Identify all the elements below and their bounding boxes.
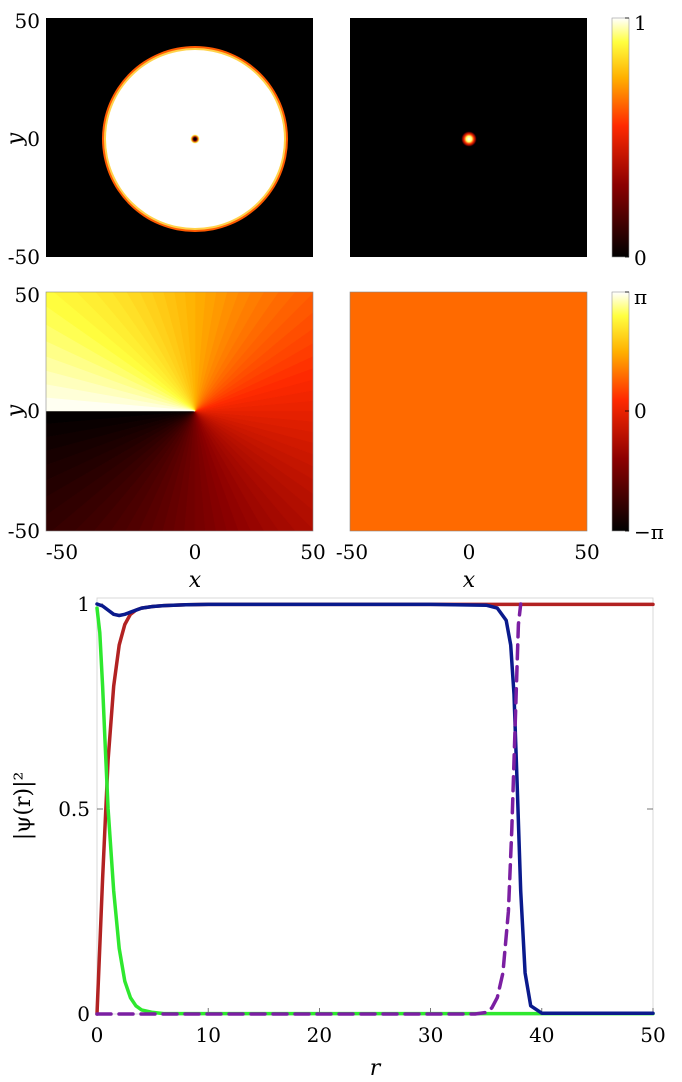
row2-ylabel: y bbox=[3, 404, 28, 418]
right-xtick-0: 0 bbox=[463, 540, 476, 564]
phase-wedge bbox=[194, 292, 313, 412]
line-plot-ylabel: |ψ(r)|² bbox=[11, 772, 36, 841]
line-plot-ytick-label: 1 bbox=[77, 592, 90, 616]
colorbar-phase-tick-minus-pi: −π bbox=[634, 520, 664, 544]
colorbar-density-tick-1: 1 bbox=[634, 11, 647, 35]
phase-wedge bbox=[194, 292, 251, 412]
line-plot-ytick-label: 0.5 bbox=[58, 797, 90, 821]
phase-wedge bbox=[46, 341, 196, 412]
row1-ytick-50: 50 bbox=[15, 9, 40, 33]
phase-wedge bbox=[194, 410, 313, 480]
phase-wedge bbox=[46, 292, 196, 412]
colorbar-phase-bar bbox=[611, 291, 630, 532]
line-series-1 bbox=[95, 606, 655, 1016]
phase-wedge bbox=[194, 292, 296, 412]
phase-wedge bbox=[46, 356, 196, 412]
phase-wedge bbox=[194, 410, 313, 455]
phase-wedge bbox=[138, 410, 196, 531]
density-2-peak bbox=[461, 131, 477, 147]
line-plot-xlabel: r bbox=[370, 1056, 382, 1081]
panel-phase-1 bbox=[45, 291, 314, 532]
phase-wedge bbox=[194, 292, 217, 412]
phase-wedge bbox=[194, 410, 313, 467]
phase-wedge bbox=[93, 410, 196, 531]
line-plot-xtick-label: 40 bbox=[529, 1023, 554, 1047]
phase-wedge bbox=[194, 292, 239, 412]
left-xlabel: x bbox=[189, 568, 202, 593]
phase-wedge bbox=[110, 410, 196, 531]
row2-ytick-minus50: -50 bbox=[8, 519, 40, 543]
phase-wedge bbox=[46, 384, 196, 412]
row2-ytick-0: 0 bbox=[27, 399, 40, 423]
phase-wedge bbox=[74, 410, 196, 531]
phase-wedge bbox=[194, 292, 206, 412]
panel-density-1 bbox=[46, 18, 313, 257]
colorbar-phase-tick-pi: π bbox=[634, 285, 647, 309]
line-plot-xtick-label: 0 bbox=[91, 1023, 104, 1047]
phase-2-field bbox=[349, 291, 588, 532]
right-xtick-50: 50 bbox=[574, 540, 599, 564]
heatmap-axes: 50 0 -50 y 50 0 -50 y -50 0 50 x -50 0 5… bbox=[3, 9, 600, 593]
phase-wedge bbox=[194, 410, 313, 433]
row1-ylabel: y bbox=[3, 132, 28, 146]
colorbar-density: 1 0 bbox=[611, 11, 647, 270]
colorbar-density-bar bbox=[611, 17, 630, 258]
phase-1-frame bbox=[45, 291, 314, 532]
line-series-2 bbox=[95, 602, 655, 1015]
phase-wedge bbox=[46, 397, 196, 412]
left-xtick-minus50: -50 bbox=[46, 540, 78, 564]
line-plot-xtick-label: 20 bbox=[307, 1023, 332, 1047]
phase-wedge bbox=[173, 410, 196, 531]
phase-wedge bbox=[194, 410, 313, 511]
colorbar-density-tick-0: 0 bbox=[634, 246, 647, 270]
line-plot-ytick-label: 0 bbox=[77, 1002, 90, 1026]
row1-ytick-minus50: -50 bbox=[8, 245, 40, 269]
line-plot-xtick-label: 30 bbox=[418, 1023, 443, 1047]
line-plot-xtick-label: 10 bbox=[195, 1023, 220, 1047]
line-series-3 bbox=[95, 602, 523, 1016]
phase-wedge bbox=[194, 410, 313, 531]
right-xtick-minus50: -50 bbox=[336, 540, 368, 564]
phase-wedge bbox=[184, 410, 196, 531]
row1-ytick-0: 0 bbox=[27, 127, 40, 151]
phase-wedge bbox=[194, 410, 313, 422]
phase-wedge bbox=[194, 410, 313, 494]
line-plot: 0 10 20 30 40 50 0 0.5 1 |ψ(r)|² r bbox=[11, 592, 666, 1081]
phase-wedge bbox=[194, 292, 265, 412]
colorbar-phase-tick-0: 0 bbox=[634, 399, 647, 423]
panel-density-2 bbox=[350, 18, 587, 257]
density-1-vortex-center bbox=[193, 137, 197, 141]
left-xtick-0: 0 bbox=[189, 540, 202, 564]
phase-wedge bbox=[46, 324, 196, 412]
row2-ytick-50: 50 bbox=[15, 283, 40, 307]
line-plot-frame bbox=[96, 597, 654, 1015]
phase-wedge bbox=[46, 410, 196, 531]
colorbar-phase: π 0 −π bbox=[611, 285, 664, 544]
line-plot-xtick-label: 50 bbox=[640, 1023, 665, 1047]
phase-wedge bbox=[194, 410, 313, 530]
right-xlabel: x bbox=[463, 568, 476, 593]
panel-phase-2 bbox=[349, 291, 588, 532]
left-xtick-50: 50 bbox=[300, 540, 325, 564]
